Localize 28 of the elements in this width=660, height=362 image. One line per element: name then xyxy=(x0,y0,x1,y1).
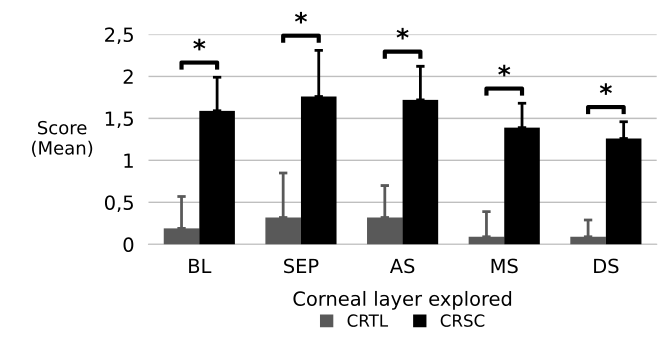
bar xyxy=(164,228,200,244)
bar xyxy=(367,217,403,244)
y-tick-label: 2,5 xyxy=(105,27,133,44)
y-tick-label: 1 xyxy=(124,154,133,168)
y-tick-label: 0 xyxy=(124,237,134,252)
legend-label: CRTL xyxy=(348,314,388,327)
x-tick-label: DS xyxy=(594,258,618,274)
y-tick-label: 0,5 xyxy=(104,195,133,212)
x-axis-title: Corneal layer explored xyxy=(293,290,512,310)
text: * xyxy=(294,12,307,24)
bar xyxy=(199,110,235,244)
y-tick-label: 1,5 xyxy=(106,112,133,128)
annotation: * xyxy=(396,28,409,40)
x-tick-label: AS xyxy=(390,258,414,274)
bar xyxy=(504,128,540,244)
y-tick-label: 2 xyxy=(124,69,133,84)
bar xyxy=(606,138,642,244)
bar xyxy=(402,100,438,244)
x-tick-label: MS xyxy=(492,258,518,274)
annotation: * xyxy=(600,83,612,95)
annotation: * xyxy=(498,64,510,76)
y-axis-title: Score (Mean) xyxy=(32,120,92,157)
bar xyxy=(265,217,301,244)
annotation: * xyxy=(193,38,206,50)
x-tick-label: BL xyxy=(189,258,212,274)
legend-label: CRSC xyxy=(440,314,484,327)
x-tick-label: SEP xyxy=(284,258,318,274)
bar xyxy=(300,96,337,244)
